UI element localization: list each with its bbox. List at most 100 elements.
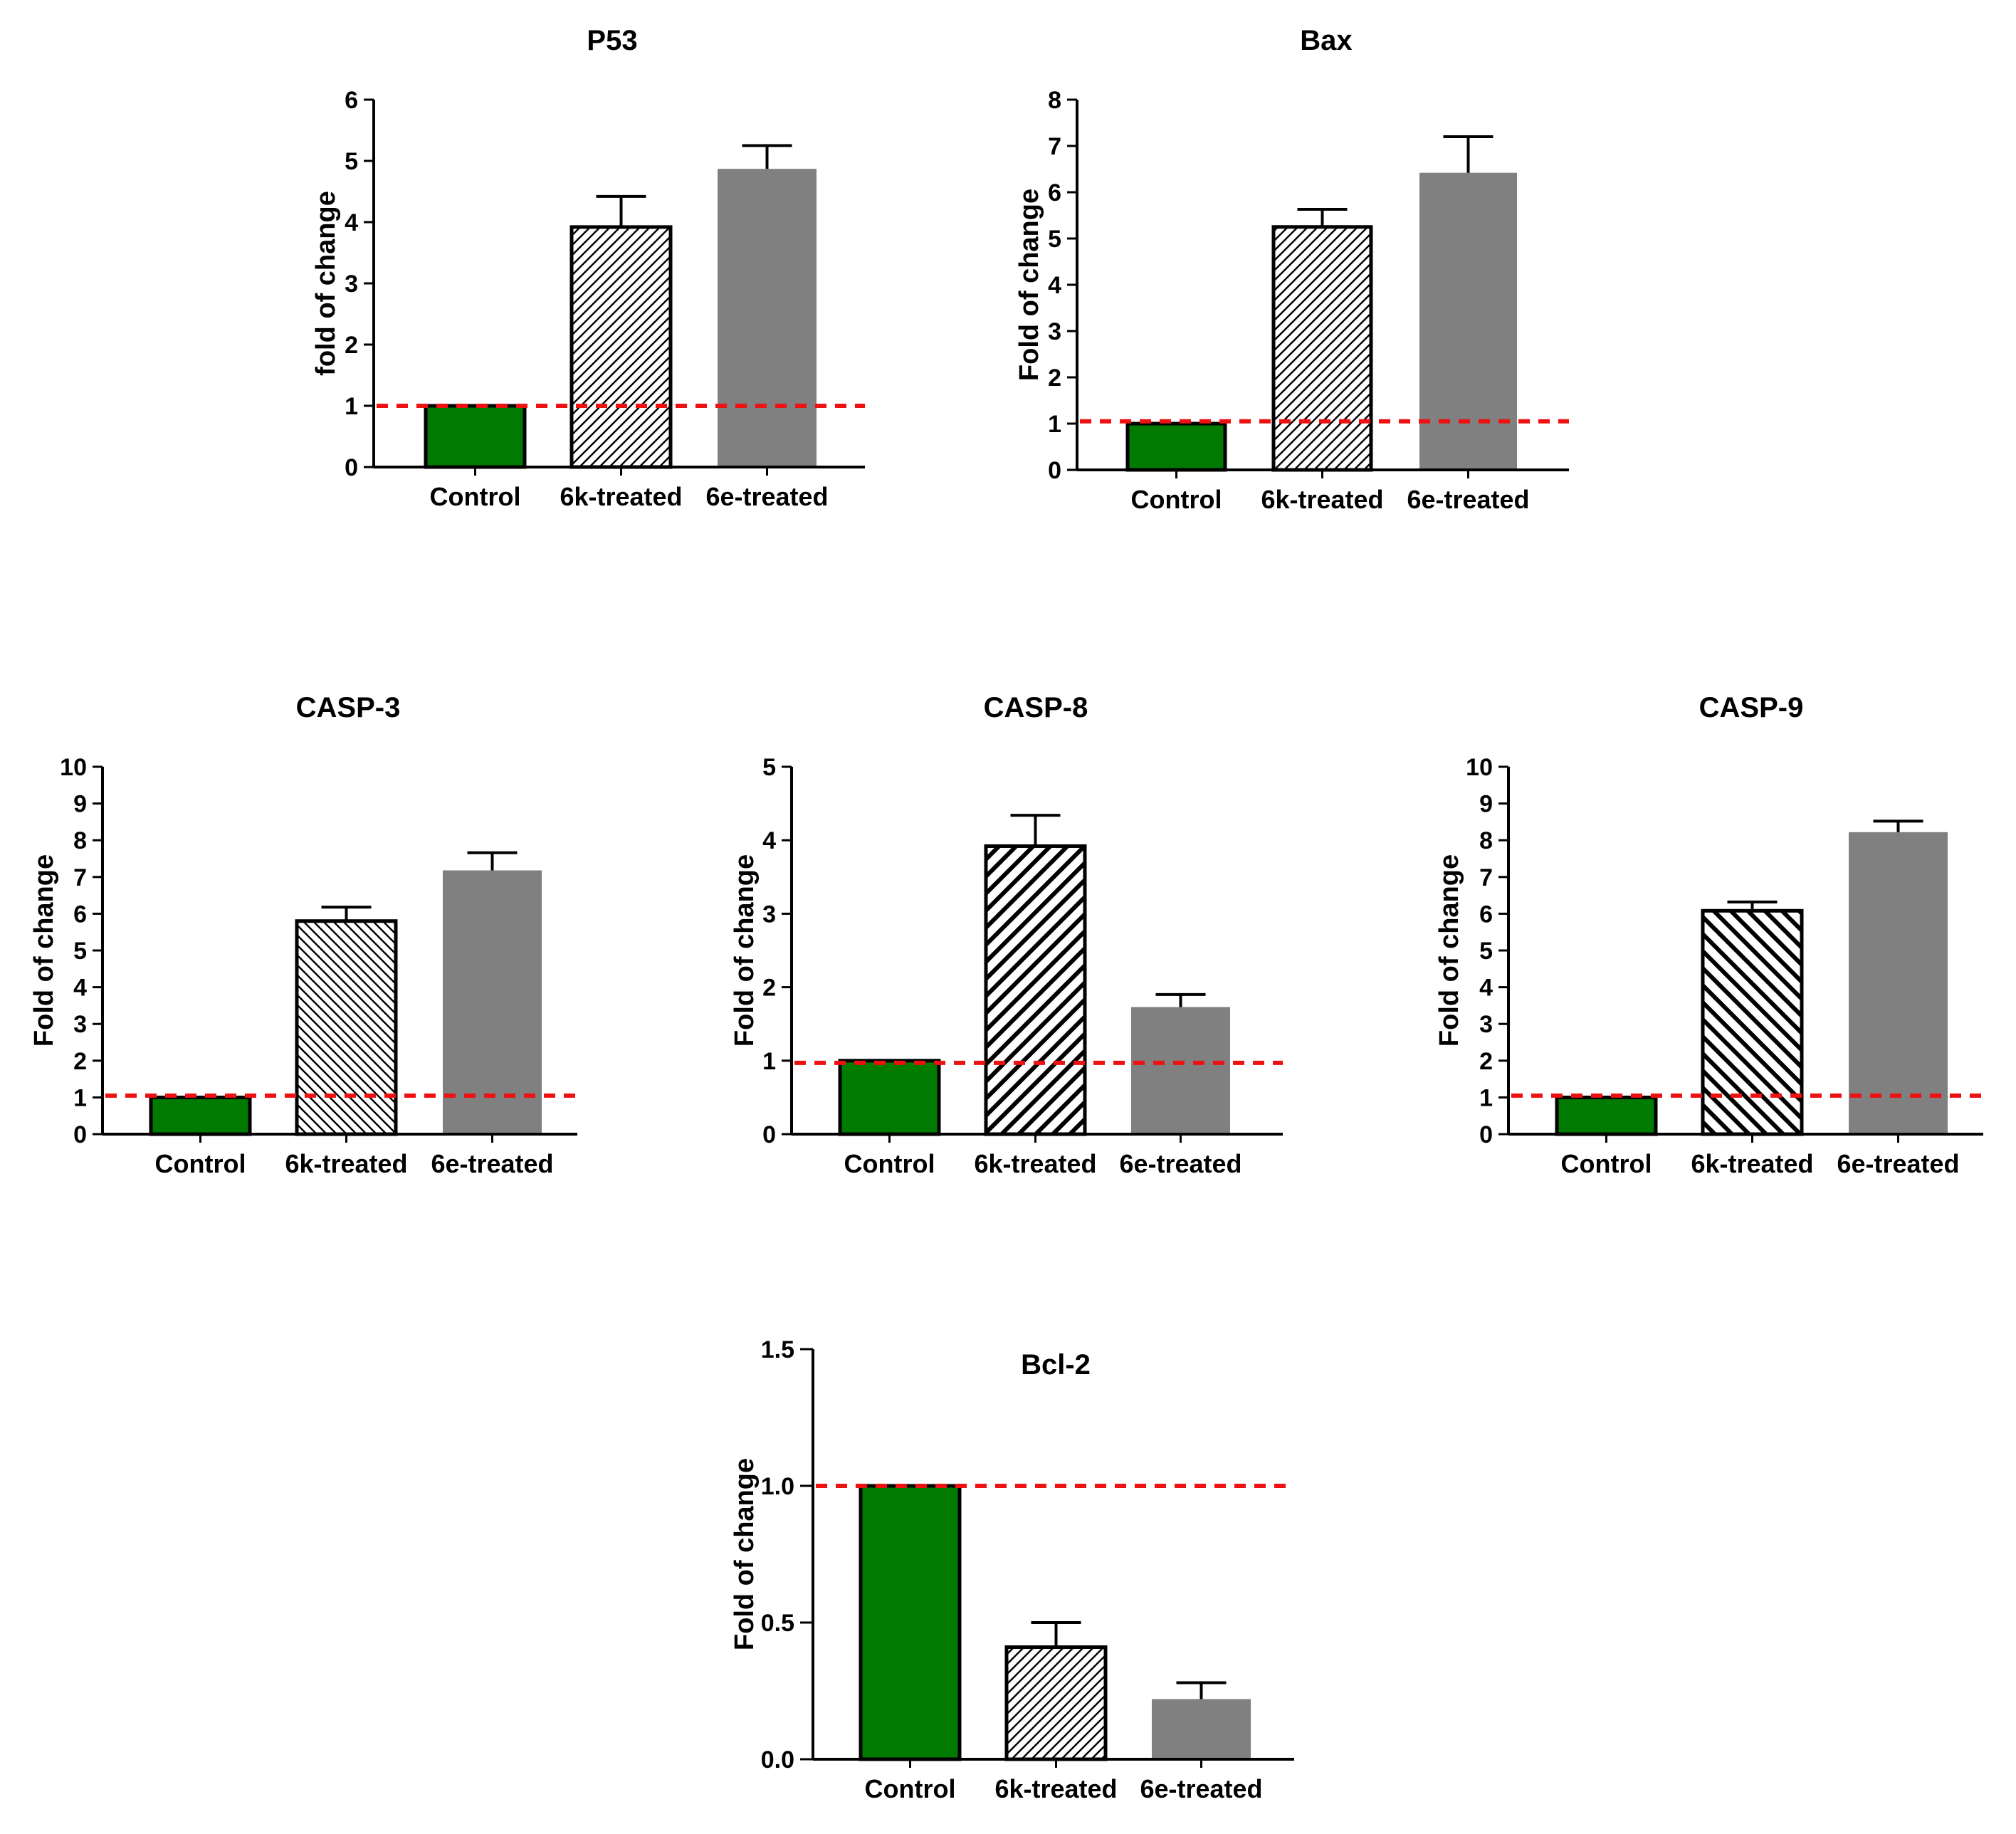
y-tick-label: 2: [762, 975, 776, 1002]
bar: [1271, 225, 1373, 472]
y-tick-label: 0: [1048, 457, 1061, 484]
y-tick-label: 0: [73, 1121, 87, 1148]
chart-title: P53: [587, 25, 637, 56]
y-tick-label: 0.0: [761, 1746, 794, 1773]
bar: [443, 870, 542, 1134]
y-tick-label: 9: [73, 791, 87, 818]
x-tick-label: Control: [1131, 485, 1222, 514]
y-axis-label: Fold of change: [29, 854, 59, 1047]
y-tick-label: 7: [1479, 864, 1493, 891]
y-tick-label: 4: [345, 209, 358, 236]
y-tick-label: 1: [73, 1084, 87, 1111]
y-tick-label: 3: [345, 271, 358, 298]
x-tick-label: 6k-treated: [1261, 485, 1383, 514]
y-tick-label: 3: [1479, 1011, 1493, 1038]
y-tick-label: 1: [762, 1048, 776, 1075]
y-tick-label: 5: [1048, 226, 1061, 253]
y-tick-label: 5: [762, 754, 776, 781]
bar: [1004, 1645, 1108, 1761]
y-tick-label: 0.5: [761, 1610, 794, 1637]
x-tick-label: Control: [844, 1149, 935, 1178]
y-tick-label: 0: [762, 1121, 776, 1148]
chart-title: Bax: [1300, 25, 1352, 56]
x-tick-label: 6k-treated: [974, 1149, 1096, 1178]
bar: [1555, 1095, 1658, 1136]
bar: [859, 1484, 962, 1761]
y-tick-label: 6: [345, 87, 358, 114]
y-tick-label: 4: [762, 827, 776, 854]
y-axis-label: Fold of change: [1014, 189, 1044, 381]
chart-title: CASP-8: [984, 692, 1088, 723]
x-tick-label: 6k-treated: [560, 482, 682, 511]
y-tick-label: 4: [1048, 272, 1061, 299]
y-tick-label: 5: [1479, 938, 1493, 965]
y-tick-label: 0: [1479, 1121, 1493, 1148]
y-tick-label: 9: [1479, 791, 1493, 818]
bar: [718, 169, 817, 467]
y-tick-label: 1.5: [761, 1336, 794, 1363]
x-tick-label: 6e-treated: [705, 482, 828, 511]
y-tick-label: 7: [1048, 133, 1061, 160]
y-axis-label: Fold of change: [1434, 854, 1464, 1047]
y-tick-label: 1: [1048, 411, 1061, 438]
x-tick-label: 6k-treated: [1691, 1149, 1813, 1178]
y-tick-label: 8: [73, 827, 87, 854]
bar: [1152, 1699, 1251, 1759]
chart-casp-9: CASP-9 Fold of change Control 6k-treated 6…: [1434, 692, 1983, 1178]
chart-title: Bcl-2: [1021, 1349, 1091, 1380]
x-tick-label: 6e-treated: [1407, 485, 1529, 514]
y-axis-label: Fold of change: [730, 1458, 760, 1650]
x-tick-label: 6k-treated: [285, 1149, 407, 1178]
y-tick-label: 6: [1048, 179, 1061, 206]
chart-title: CASP-9: [1699, 692, 1804, 723]
y-tick-label: 7: [73, 864, 87, 891]
y-tick-label: 0: [345, 454, 358, 481]
chart-title: CASP-3: [296, 692, 401, 723]
y-tick-label: 2: [1048, 365, 1061, 392]
y-tick-label: 1: [345, 393, 358, 420]
y-tick-label: 1.0: [761, 1473, 794, 1500]
y-tick-label: 8: [1048, 87, 1061, 114]
bar: [1131, 1007, 1230, 1134]
bar: [424, 404, 527, 469]
y-tick-label: 8: [1479, 827, 1493, 854]
x-tick-label: Control: [155, 1149, 246, 1178]
y-tick-label: 5: [73, 938, 87, 965]
y-tick-label: 4: [1479, 975, 1493, 1002]
y-tick-label: 5: [345, 148, 358, 175]
chart-bax: Bax Fold of change Control 6k-treated 6e-t…: [1014, 25, 1569, 514]
y-tick-label: 3: [762, 901, 776, 928]
y-tick-label: 10: [60, 754, 87, 781]
y-tick-label: 6: [73, 901, 87, 928]
bar: [1419, 172, 1517, 470]
x-tick-label: Control: [430, 482, 521, 511]
y-tick-label: 6: [1479, 901, 1493, 928]
y-tick-label: 2: [73, 1048, 87, 1075]
y-tick-label: 3: [1048, 318, 1061, 345]
bar: [295, 919, 398, 1136]
chart-casp-3: CASP-3 Fold of change Control 6k-treated 6…: [29, 692, 577, 1178]
x-tick-label: 6k-treated: [994, 1774, 1117, 1803]
bar: [1849, 832, 1948, 1134]
y-tick-label: 1: [1479, 1084, 1493, 1111]
y-axis-label: fold of change: [311, 191, 341, 376]
x-tick-label: 6e-treated: [1119, 1149, 1241, 1178]
chart-p53: P53 fold of change Control 6k-treated 6e-t…: [311, 25, 865, 511]
y-tick-label: 10: [1466, 754, 1493, 781]
y-tick-label: 2: [1479, 1048, 1493, 1075]
x-tick-label: Control: [1561, 1149, 1652, 1178]
x-tick-label: 6e-treated: [431, 1149, 553, 1178]
y-tick-label: 2: [345, 332, 358, 359]
y-tick-label: 3: [73, 1011, 87, 1038]
bar: [1701, 908, 1804, 1136]
bar: [984, 844, 1087, 1136]
bar: [838, 1059, 941, 1136]
y-axis-label: Fold of change: [730, 854, 760, 1047]
bar: [149, 1095, 252, 1136]
bar: [1125, 421, 1227, 472]
x-tick-label: 6e-treated: [1837, 1149, 1959, 1178]
chart-bcl-2: Bcl-2 Fold of change Control 6k-treated 6e…: [730, 1336, 1294, 1803]
x-tick-label: Control: [865, 1774, 956, 1803]
chart-casp-8: CASP-8 Fold of change Control 6k-treated 6…: [730, 692, 1283, 1178]
